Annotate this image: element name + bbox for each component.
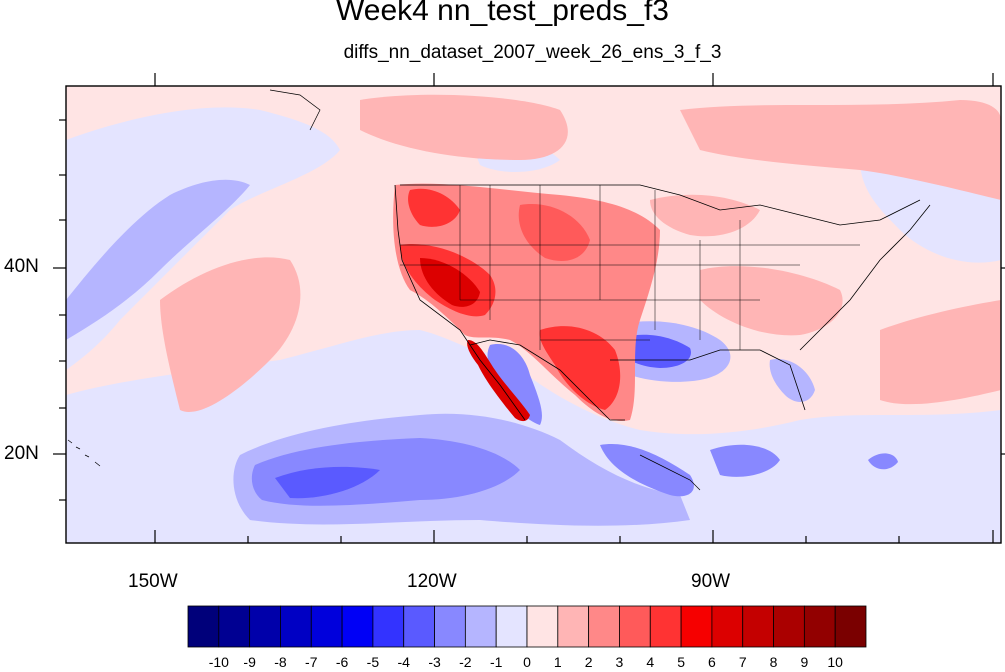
colorbar-label: 3 xyxy=(616,654,624,670)
anomaly-region-neg3 xyxy=(600,444,694,497)
anomaly-region-pos5 xyxy=(539,326,621,410)
lon-label-120w: 120W xyxy=(407,571,457,592)
colorbar-label: 1 xyxy=(554,654,562,670)
colorbar-swatch xyxy=(495,605,528,648)
colorbar-swatch xyxy=(742,605,774,648)
colorbar-label: 0 xyxy=(523,654,531,670)
anomaly-region-neg3 xyxy=(868,453,898,470)
colorbar-swatch xyxy=(649,605,682,648)
colorbar-label: -1 xyxy=(490,654,503,670)
anomaly-region-pos1 xyxy=(880,300,1001,405)
anomaly-region-neg1 xyxy=(66,107,340,370)
anomaly-region-pos2 xyxy=(700,266,843,336)
colorbar-label: 6 xyxy=(708,654,716,670)
lon-label-90w: 90W xyxy=(691,571,731,592)
colorbar-swatch xyxy=(526,605,559,648)
lat-label-40n: 40N xyxy=(4,256,39,277)
hawaii-islands xyxy=(67,439,101,467)
anomaly-region-pos7 xyxy=(420,258,480,307)
anomaly-region-pos2 xyxy=(650,194,760,237)
anomaly-region-pos5 xyxy=(408,188,460,227)
colorbar-label: 9 xyxy=(800,654,808,670)
colorbar-swatch xyxy=(218,605,251,648)
colorbar-label: -3 xyxy=(428,654,441,670)
map-title: Week4 nn_test_preds_f3 xyxy=(335,0,669,27)
anomaly-region-neg2 xyxy=(66,179,250,340)
anomaly-region-pos1 xyxy=(160,257,301,412)
colorbar-label: 7 xyxy=(739,654,747,670)
colorbar-label: -5 xyxy=(367,654,380,670)
colorbar-swatch xyxy=(372,605,405,648)
colorbar-swatch xyxy=(619,605,651,648)
colorbar-label: 4 xyxy=(646,654,654,670)
lat-label-20n: 20N xyxy=(4,443,39,464)
coastline xyxy=(394,184,931,421)
colorbar-swatch xyxy=(249,605,281,648)
lon-label-150w: 150W xyxy=(128,571,178,592)
anomaly-region-pos7 xyxy=(467,340,530,422)
colorbar-label: -4 xyxy=(398,654,411,670)
colorbar-swatch xyxy=(557,605,590,648)
colorbar-label: -7 xyxy=(305,654,318,670)
colorbar-label: -6 xyxy=(336,654,349,670)
anomaly-region-neg2 xyxy=(769,359,815,402)
colorbar-swatch xyxy=(434,605,466,648)
colorbar-swatch xyxy=(588,605,620,648)
anomaly-region-neg3 xyxy=(487,344,542,425)
colorbar-label: -9 xyxy=(243,654,256,670)
colorbar-swatch xyxy=(403,605,435,648)
colorbar-swatch xyxy=(803,605,836,648)
colorbar-label: -10 xyxy=(209,654,229,670)
map-subtitle: diffs_nn_dataset_2007_week_26_ens_3_f_3 xyxy=(343,42,722,63)
anomaly-region-pos1 xyxy=(360,94,568,160)
colorbar-swatch xyxy=(280,605,312,648)
colorbar-label: 8 xyxy=(770,654,778,670)
colorbar-label: 5 xyxy=(677,654,685,670)
colorbar-swatch xyxy=(773,605,805,648)
colorbar-label: 2 xyxy=(585,654,593,670)
colorbar-label: 10 xyxy=(827,654,843,670)
colorbar-swatch xyxy=(464,605,497,648)
map-field xyxy=(66,86,1001,543)
colorbar-swatch xyxy=(834,605,867,648)
colorbar-label: -8 xyxy=(274,654,287,670)
anomaly-region-pos4 xyxy=(518,204,590,261)
state-borders xyxy=(400,185,860,350)
anomaly-region-neg3 xyxy=(710,444,780,477)
colorbar-label: -2 xyxy=(459,654,472,670)
anomaly-region-pos1 xyxy=(680,100,1001,200)
colorbar-swatch xyxy=(341,605,374,648)
colorbar-swatch xyxy=(187,605,220,648)
coastline xyxy=(269,89,701,491)
anomaly-region-neg4 xyxy=(275,466,380,499)
colorbar-swatch xyxy=(711,605,744,648)
colorbar-swatch xyxy=(310,605,343,648)
axis-ticks xyxy=(53,73,1005,543)
colorbar-swatch xyxy=(680,605,713,648)
